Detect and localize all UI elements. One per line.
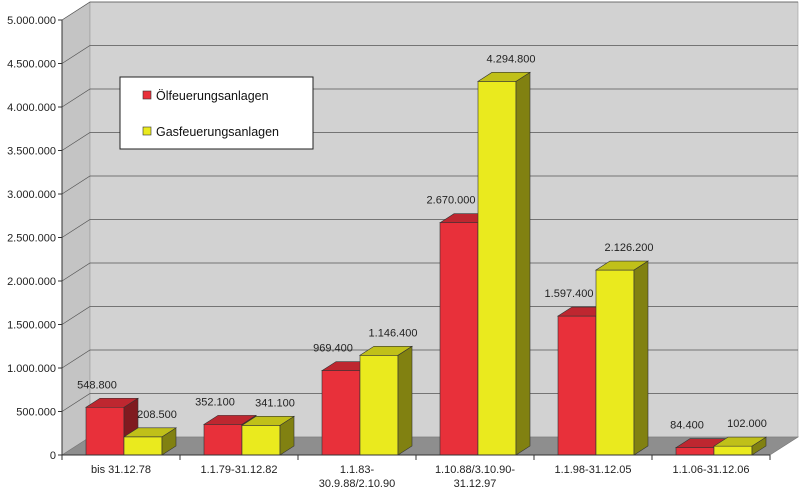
- bar-front: [439, 222, 479, 456]
- gridline: [61, 132, 798, 151]
- bar-front: [321, 370, 361, 456]
- gridline: [61, 1, 798, 21]
- data-label: 341.100: [255, 397, 295, 409]
- bar-front: [557, 315, 597, 456]
- legend-swatch-0: [142, 90, 152, 100]
- chart-walls: [60, 1, 800, 456]
- y-tick-label: 4.500.000: [7, 59, 56, 71]
- bar-front: [123, 436, 163, 456]
- gridline: [61, 45, 798, 64]
- bar-top: [594, 260, 650, 271]
- y-tick-label: 0: [50, 450, 56, 462]
- bar-top: [712, 436, 768, 447]
- y-tick-label: 3.000.000: [7, 189, 56, 201]
- data-label: 2.126.200: [605, 242, 654, 254]
- bar-front: [595, 269, 635, 456]
- bar-gas-3: 4.294.800: [476, 53, 536, 456]
- bar-side: [515, 71, 531, 456]
- legend: Ölfeuerungsanlagen Gasfeuerungsanlagen: [119, 76, 314, 150]
- bar-front: [477, 81, 517, 456]
- y-tick-label: 1.000.000: [7, 363, 56, 375]
- data-label: 102.000: [727, 418, 767, 430]
- bar-top: [358, 345, 414, 356]
- bar-front: [359, 354, 399, 456]
- y-tick-label: 3.500.000: [7, 146, 56, 158]
- gridlines: [61, 1, 798, 412]
- bar-top: [476, 72, 532, 82]
- bar-side: [397, 345, 413, 456]
- data-label: 548.800: [77, 379, 117, 391]
- gridline: [61, 88, 798, 108]
- y-tick-label: 2.500.000: [7, 233, 56, 245]
- bar-gas-2: 1.146.400: [358, 327, 418, 456]
- data-label: 84.400: [670, 420, 704, 432]
- category-label: 1.1.98-31.12.05: [554, 464, 631, 476]
- data-label: 2.670.000: [427, 195, 476, 207]
- y-tick-label: 1.500.000: [7, 320, 56, 332]
- category-label: bis 31.12.78: [91, 464, 151, 476]
- category-label: 1.10.88/3.10.90-31.12.97: [435, 464, 515, 490]
- y-tick-label: 5.000.000: [7, 15, 56, 27]
- bar-top: [240, 416, 296, 426]
- data-label: 208.500: [137, 409, 177, 421]
- data-label: 1.146.400: [369, 327, 418, 339]
- data-label: 4.294.800: [487, 53, 536, 65]
- bar-gas-4: 2.126.200: [594, 242, 654, 456]
- category-label: 1.1.06-31.12.06: [672, 464, 749, 476]
- category-label: 1.1.79-31.12.82: [200, 464, 277, 476]
- bar-side: [633, 260, 649, 456]
- legend-label-0: Ölfeuerungsanlagen: [156, 89, 269, 103]
- legend-box: [119, 76, 314, 150]
- x-axis: bis 31.12.78 1.1.79-31.12.82 1.1.83-30.9.8…: [61, 454, 771, 490]
- y-tick-label: 2.000.000: [7, 276, 56, 288]
- bar-front: [241, 425, 281, 456]
- gridline: [61, 175, 798, 195]
- bar-front: [85, 406, 125, 456]
- data-label: 969.400: [313, 343, 353, 355]
- bar-front: [675, 447, 715, 456]
- bar-front: [713, 445, 753, 456]
- gridline: [61, 219, 798, 238]
- bar-gas-0: 208.500: [122, 409, 178, 456]
- bars: 548.800 352.100 969.400 2.670.000 1.597.400 8…: [77, 53, 768, 456]
- bar-top: [202, 415, 258, 425]
- y-tick-label: 4.000.000: [7, 102, 56, 114]
- y-axis: 0 500.000 1.000.000 1.500.000 2.000.000 2.500…: [7, 15, 63, 462]
- legend-label-1: Gasfeuerungsanlagen: [156, 125, 279, 139]
- data-label: 1.597.400: [545, 288, 594, 300]
- bar-front: [203, 424, 243, 456]
- data-label: 352.100: [195, 396, 235, 408]
- gridline: [61, 306, 798, 325]
- bar-top: [84, 397, 140, 408]
- y-tick-label: 500.000: [16, 407, 56, 419]
- category-label: 1.1.83-30.9.88/2.10.90: [319, 464, 395, 490]
- legend-swatch-1: [142, 126, 152, 136]
- bar-top: [122, 427, 178, 438]
- gridline: [61, 262, 798, 282]
- bar-gas-5: 102.000: [712, 418, 768, 456]
- bar-gas-1: 341.100: [240, 397, 296, 456]
